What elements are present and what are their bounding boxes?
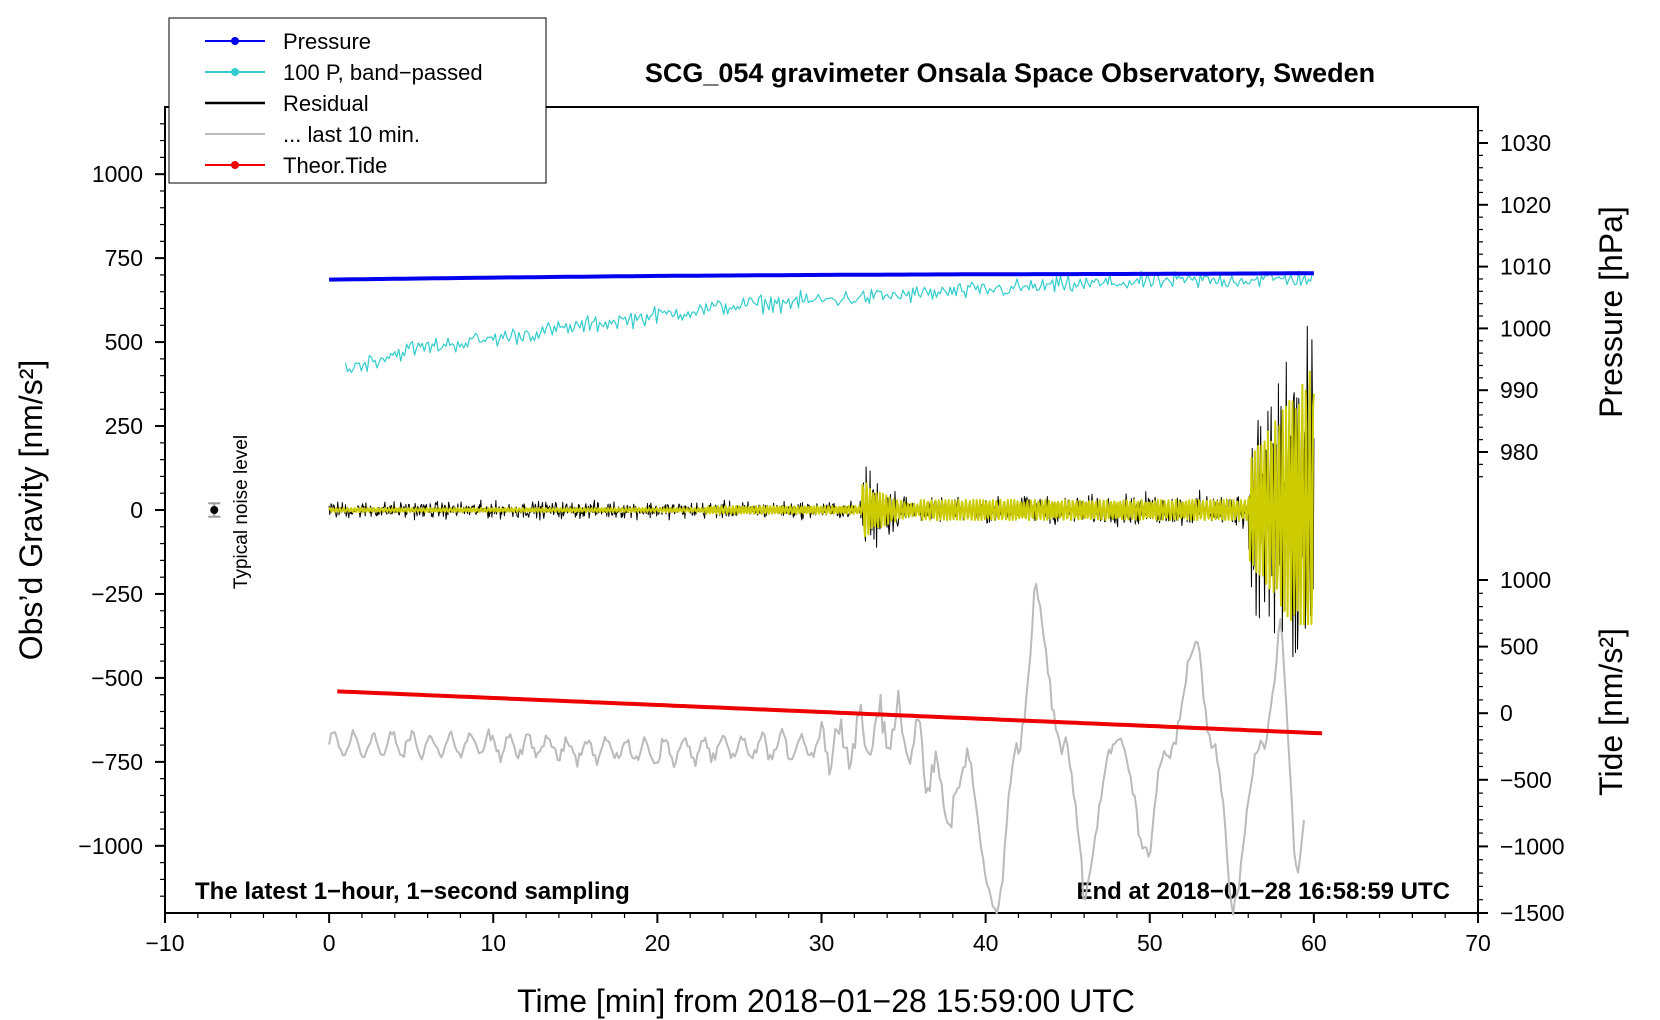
y-tick-label: −750 — [91, 749, 143, 775]
x-tick-label: 20 — [645, 930, 671, 956]
noise-point — [210, 506, 219, 514]
noise-marker — [208, 502, 221, 518]
pressure-tick-label: 1020 — [1500, 192, 1551, 218]
x-tick-label: 10 — [480, 930, 506, 956]
legend-box — [168, 17, 547, 184]
annotation-left: The latest 1−hour, 1−second sampling — [195, 878, 630, 905]
tide-tick-label: 0 — [1500, 700, 1513, 726]
x-tick-label: −10 — [145, 930, 184, 956]
y-tick-label: 750 — [105, 245, 143, 271]
tide-tick-label: 1000 — [1500, 567, 1551, 593]
legend-marker — [231, 68, 239, 76]
x-tick-label: 60 — [1301, 930, 1327, 956]
pressure-tick-label: 1030 — [1500, 130, 1551, 156]
pressure-tick-label: 1010 — [1500, 254, 1551, 280]
x-tick-label: 30 — [809, 930, 835, 956]
x-axis-title: Time [min] from 2018−01−28 15:59:00 UTC — [517, 983, 1135, 1019]
tide-tick-label: 500 — [1500, 634, 1538, 660]
legend: Pressure 100 P, band−passed Residual ... la… — [168, 17, 547, 184]
series-residual-filtered — [328, 370, 1315, 626]
y-tick-label: 500 — [105, 329, 143, 355]
x-tick-label: 0 — [323, 930, 336, 956]
y-tick-label: −500 — [91, 665, 143, 691]
legend-label: Pressure — [283, 29, 371, 54]
series-theor-tide — [337, 689, 1323, 736]
annotation-right: End at 2018−01−28 16:58:59 UTC — [1076, 878, 1450, 905]
data-series — [328, 270, 1323, 916]
x-tick-label: 40 — [973, 930, 999, 956]
tide-tick-label: −1500 — [1500, 900, 1565, 926]
tide-tick-label: −1000 — [1500, 833, 1565, 859]
series-last-10-min — [328, 582, 1305, 916]
chart-title: SCG_054 gravimeter Onsala Space Observat… — [645, 58, 1375, 88]
series-pressure — [329, 271, 1314, 282]
x-tick-label: 70 — [1465, 930, 1491, 956]
y-axis-title-left: Obs’d Gravity [nm/s²] — [13, 360, 49, 661]
legend-label: Residual — [283, 91, 369, 116]
pressure-tick-label: 980 — [1500, 439, 1538, 465]
y-tick-label: 0 — [130, 497, 143, 523]
axis-ticks: −10 0 10 20 30 40 50 60 7010007505002500−250−500… — [78, 123, 1565, 956]
y-tick-label: −1000 — [78, 833, 143, 859]
tide-tick-label: −500 — [1500, 767, 1552, 793]
y-tick-label: 250 — [105, 413, 143, 439]
legend-marker — [231, 37, 239, 45]
y-axis-title-pressure: Pressure [hPa] — [1593, 206, 1629, 418]
legend-label: ... last 10 min. — [283, 122, 420, 147]
noise-level-label: Typical noise level — [231, 435, 252, 589]
legend-label: Theor.Tide — [283, 153, 387, 178]
legend-marker — [231, 161, 239, 169]
y-axis-title-tide: Tide [nm/s²] — [1593, 628, 1629, 796]
y-tick-label: −250 — [91, 581, 143, 607]
series-pressure-band-passed — [344, 270, 1314, 374]
y-tick-label: 1000 — [92, 161, 143, 187]
legend-label: 100 P, band−passed — [283, 60, 483, 85]
x-tick-label: 50 — [1137, 930, 1163, 956]
pressure-tick-label: 1000 — [1500, 315, 1551, 341]
pressure-tick-label: 990 — [1500, 377, 1538, 403]
